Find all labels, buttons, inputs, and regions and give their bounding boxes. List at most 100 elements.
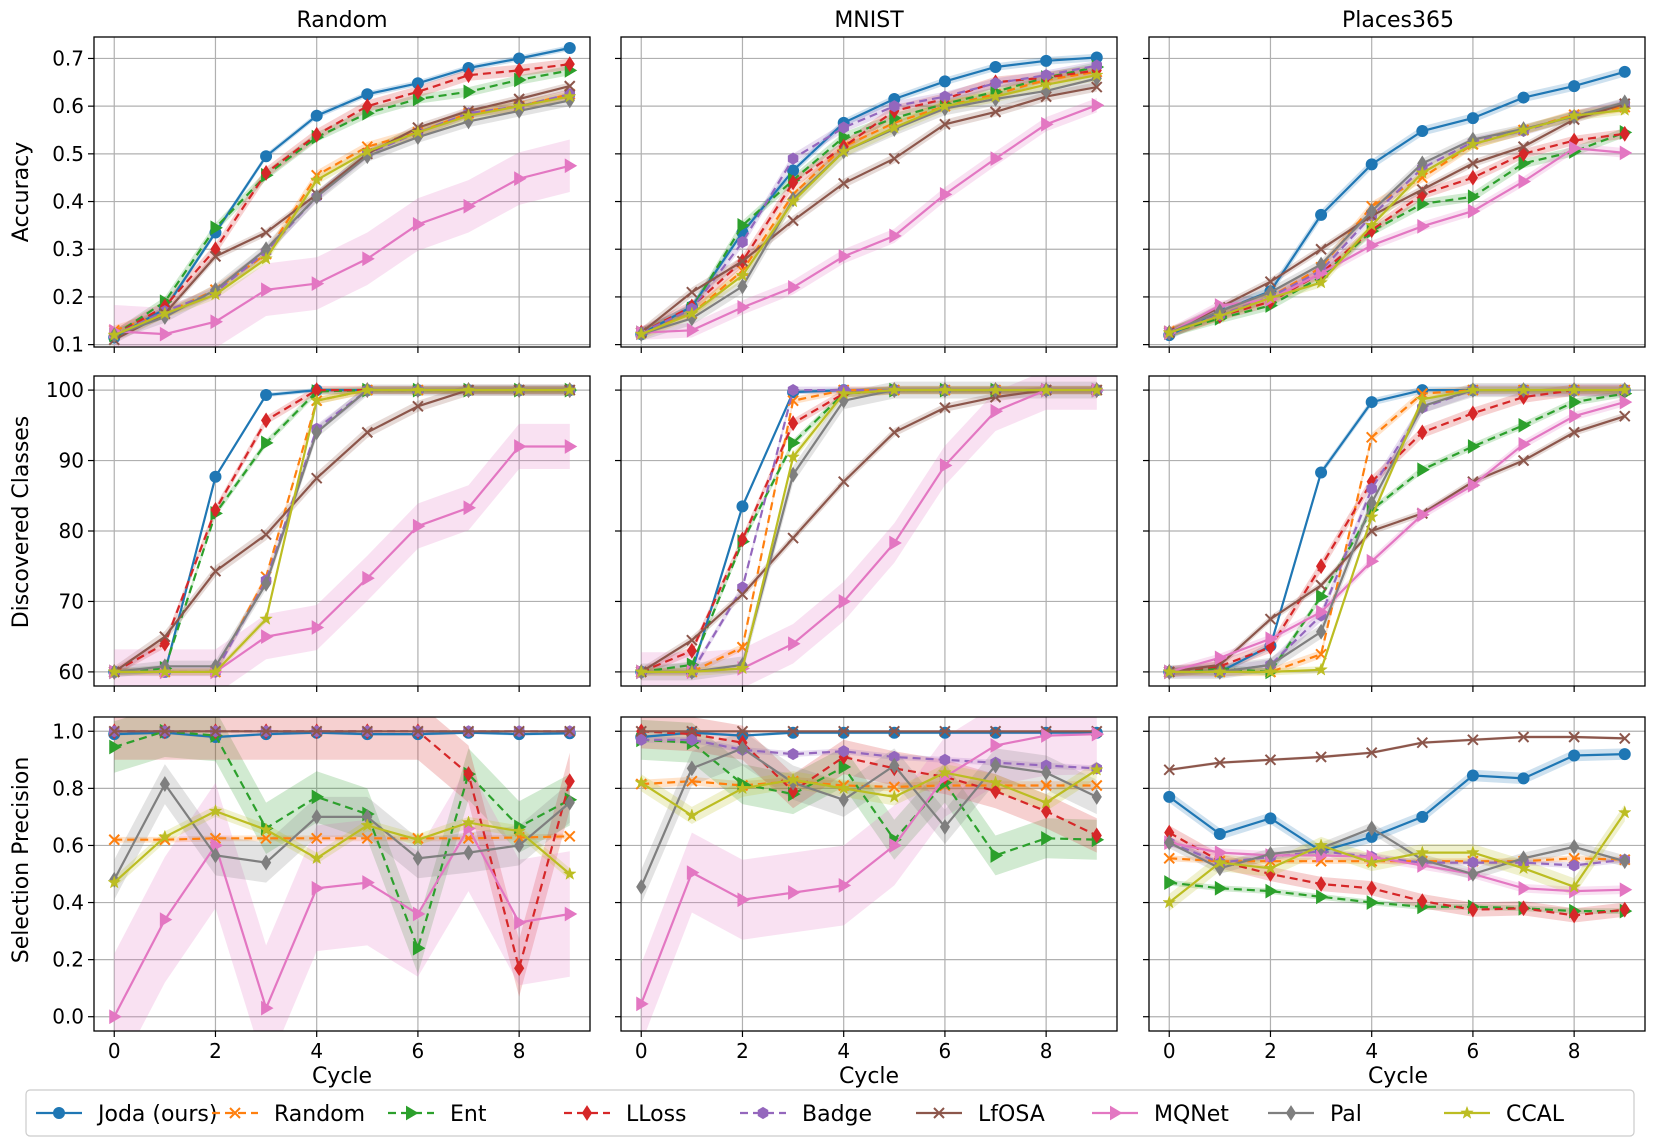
xtick-label: 0	[635, 1039, 648, 1063]
point-lfosa	[888, 426, 901, 439]
line-joda	[640, 56, 1097, 336]
point-ent	[1214, 880, 1228, 896]
point-ent	[1467, 189, 1481, 205]
band-ent	[114, 717, 570, 974]
point-lfosa	[686, 286, 698, 298]
point-mqnet	[788, 280, 801, 295]
point-joda	[1568, 80, 1581, 93]
point-lfosa	[736, 255, 749, 267]
line-mqnet	[640, 733, 1097, 1005]
point-joda	[1163, 790, 1176, 803]
point-mqnet	[463, 500, 477, 516]
point-lfosa	[1163, 764, 1175, 776]
point-lfosa	[1568, 426, 1580, 439]
point-ccal	[1516, 861, 1531, 875]
line-ent	[113, 69, 571, 337]
point-ccal	[1089, 67, 1104, 82]
point-joda	[209, 470, 222, 483]
point-ent	[1366, 895, 1380, 910]
point-pal	[1164, 834, 1175, 851]
point-mqnet	[889, 228, 902, 244]
point-joda	[1517, 91, 1530, 104]
point-pal	[311, 188, 322, 205]
point-lfosa	[159, 630, 171, 643]
ytick-label: 80	[59, 519, 84, 543]
point-ccal	[836, 144, 851, 158]
point-ccal	[1516, 122, 1531, 136]
point-lfosa	[1568, 731, 1580, 743]
panels: 0.10.20.30.40.50.60.7607080901000.00.20.…	[46, 36, 1646, 1063]
point-ccal	[1212, 855, 1227, 869]
axes-frame	[93, 36, 591, 348]
point-joda	[1365, 158, 1378, 171]
point-lfosa	[361, 426, 374, 439]
point-ent	[210, 220, 223, 236]
line-joda	[114, 731, 570, 739]
xtick-label: 0	[108, 1039, 121, 1063]
point-lloss	[1518, 900, 1529, 917]
point-lloss	[686, 642, 697, 659]
point-lloss	[1041, 803, 1052, 820]
point-joda	[1416, 124, 1429, 137]
point-lfosa	[1619, 732, 1631, 745]
legend-marker	[757, 1106, 769, 1120]
point-pal	[1366, 203, 1377, 220]
point-random	[888, 781, 901, 793]
plot-area	[1162, 382, 1633, 680]
col-title-random: Random	[296, 8, 387, 33]
point-ccal	[1567, 108, 1582, 122]
point-mqnet	[990, 151, 1004, 166]
line-pal	[113, 782, 571, 881]
point-mqnet	[1041, 116, 1054, 132]
point-ccal	[1162, 664, 1177, 678]
point-pal	[311, 424, 322, 441]
line-badge	[113, 93, 571, 337]
panel-1-1: 0.1 0.2 0.3 0.4 0.5 0.6 0.7	[52, 36, 591, 357]
point-lfosa	[260, 528, 272, 541]
line-ent	[1168, 131, 1626, 334]
line-mqnet	[641, 104, 1098, 334]
point-ccal	[938, 765, 952, 779]
grid	[1149, 37, 1645, 347]
point-mqnet	[939, 458, 953, 473]
point-lfosa	[1517, 731, 1530, 743]
point-lfosa	[939, 725, 951, 737]
point-ent	[109, 739, 122, 755]
point-mqnet	[788, 636, 801, 652]
xtick-label: 2	[736, 1039, 749, 1063]
point-lfosa	[108, 725, 120, 737]
grid	[621, 37, 1117, 347]
band-pal	[641, 731, 1097, 904]
point-mqnet	[1091, 726, 1105, 742]
line-ccal	[641, 389, 1097, 673]
point-ent	[1417, 462, 1430, 478]
point-pal	[1041, 764, 1052, 781]
band-mqnet	[114, 139, 570, 347]
point-ccal	[360, 144, 375, 158]
point-ccal	[360, 818, 375, 832]
point-mqnet	[1569, 140, 1582, 156]
point-lloss	[1467, 169, 1479, 186]
point-ccal	[411, 832, 425, 846]
point-lfosa	[837, 725, 850, 737]
point-random	[260, 832, 272, 845]
ytick-label: 0.7	[52, 46, 84, 70]
point-mqnet	[939, 187, 953, 202]
point-badge	[635, 733, 647, 746]
point-mqnet	[1214, 650, 1228, 666]
ytick-label: 100	[46, 378, 84, 402]
point-lfosa	[310, 725, 323, 737]
point-mqnet	[1467, 203, 1481, 219]
point-ccal	[107, 875, 122, 889]
point-mqnet	[311, 880, 325, 896]
point-mqnet	[1518, 880, 1532, 896]
legend-marker	[581, 1105, 593, 1121]
point-lfosa	[310, 472, 323, 484]
point-lfosa	[1091, 81, 1103, 93]
point-lfosa	[888, 152, 901, 165]
point-lfosa	[1467, 157, 1479, 170]
point-mqnet	[1569, 408, 1582, 424]
point-pal	[159, 776, 170, 793]
legend-label: Joda (ours)	[96, 1102, 217, 1127]
